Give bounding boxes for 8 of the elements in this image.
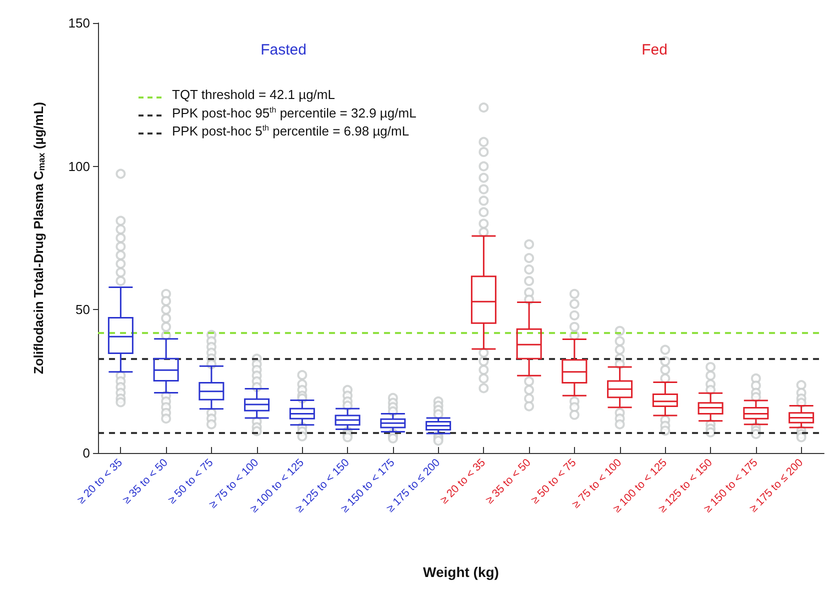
annotation: Fasted [260, 42, 306, 58]
y-tick-label: 150 [68, 16, 90, 30]
annotation: Fed [642, 42, 668, 58]
y-tick-label: 100 [68, 158, 90, 174]
x-axis-title: Weight (kg) [423, 564, 499, 580]
y-axis-title: Zoliflodacin Total-Drug Plasma Cmax (µg/mL) [31, 102, 46, 374]
y-tick-label: 50 [76, 302, 90, 318]
legend-label: TQT threshold = 42.1 µg/mL [172, 87, 335, 102]
